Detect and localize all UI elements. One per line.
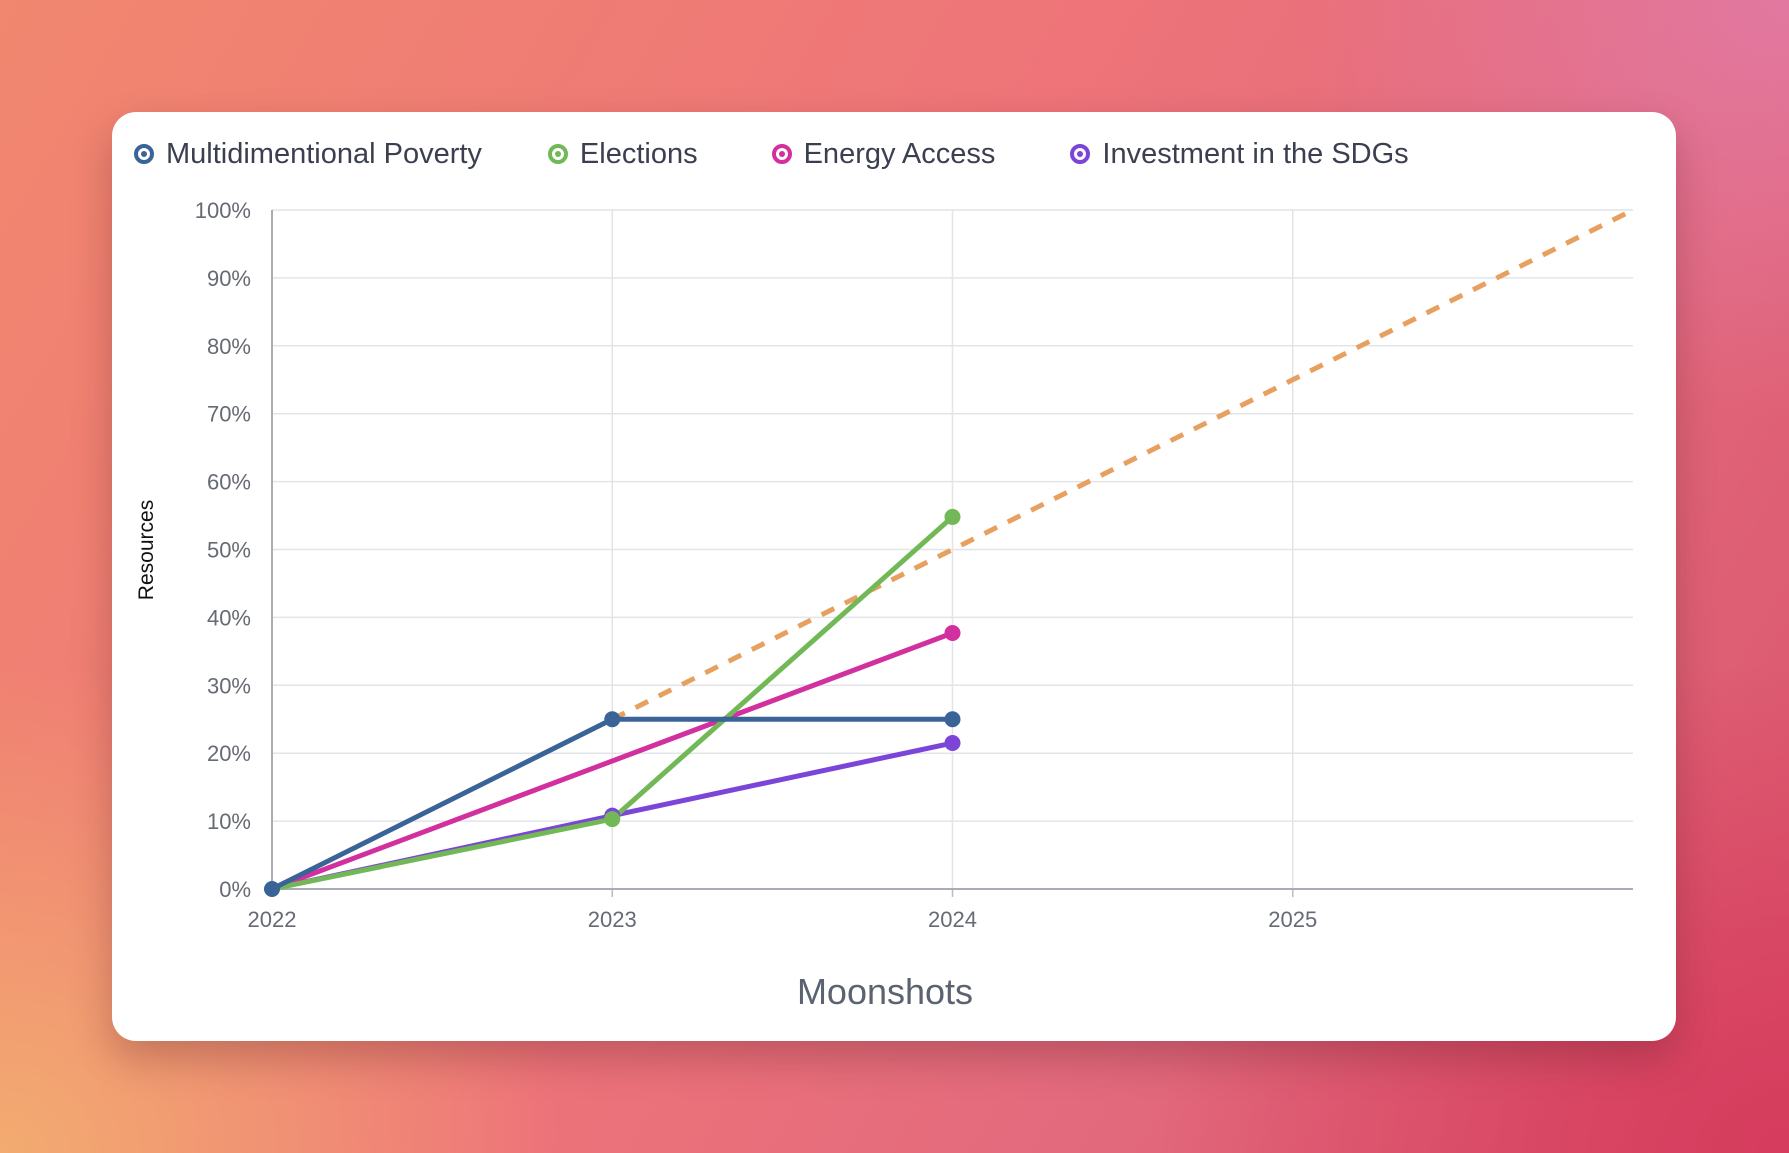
y-tick-label: 40% [207, 605, 251, 630]
y-tick-label: 80% [207, 334, 251, 359]
legend-marker-icon [771, 144, 792, 164]
legend-item-energy-access[interactable]: Energy Access [771, 137, 996, 171]
legend-item-investment-in-the-sdgs[interactable]: Investment in the SDGs [1070, 137, 1409, 171]
x-tick-label: 2022 [248, 907, 297, 932]
data-point-investment-in-the-sdgs [944, 735, 961, 752]
legend-item-elections[interactable]: Elections [547, 137, 698, 171]
x-tick-label: 2024 [928, 907, 977, 932]
series-line-energy-access [269, 630, 955, 892]
legend: Multidimentional Poverty Elections Energ… [134, 132, 1409, 176]
x-tick-label: 2023 [588, 907, 637, 932]
legend-label: Elections [579, 137, 698, 170]
target-line [611, 207, 1635, 722]
data-points [264, 508, 961, 897]
legend-marker-icon [547, 144, 568, 164]
grid-lines [272, 209, 1633, 889]
legend-label: Multidimentional Poverty [166, 137, 482, 170]
target-dashed-line [611, 207, 1635, 722]
y-tick-label: 10% [207, 809, 251, 834]
y-tick-label: 100% [195, 198, 251, 223]
legend-label: Energy Access [803, 137, 996, 170]
y-tick-label: 60% [207, 470, 251, 495]
x-axis-title: Moonshots [797, 971, 973, 1012]
y-tick-label: 30% [207, 673, 251, 698]
y-tick-label: 20% [207, 741, 251, 766]
chart-card: Multidimentional Poverty Elections Energ… [112, 112, 1676, 1041]
y-tick-label: 90% [207, 266, 251, 291]
y-tick-label: 50% [207, 538, 251, 563]
tick-labels: 0% 10% 20% 30% 40% 50% 60% 70% 80% 90% 100% 2022 202… [195, 198, 1318, 932]
data-point-multidimentional-poverty [264, 881, 280, 897]
data-point-multidimentional-poverty [944, 711, 961, 728]
data-point-multidimentional-poverty [604, 711, 621, 728]
data-point-elections [944, 508, 961, 525]
y-tick-label: 70% [207, 402, 251, 427]
y-axis-label: Resources [135, 500, 158, 600]
legend-label: Investment in the SDGs [1102, 137, 1409, 170]
y-tick-label: 0% [219, 877, 251, 902]
legend-marker-icon [1070, 144, 1091, 164]
legend-item-multidimentional-poverty[interactable]: Multidimentional Poverty [134, 138, 482, 171]
x-tick-label: 2025 [1268, 907, 1317, 932]
data-point-energy-access [944, 625, 961, 642]
legend-marker-icon [134, 144, 154, 164]
data-point-elections [604, 811, 621, 828]
line-chart: 0% 10% 20% 30% 40% 50% 60% 70% 80% 90% 100% 2022 202… [135, 198, 1635, 1012]
